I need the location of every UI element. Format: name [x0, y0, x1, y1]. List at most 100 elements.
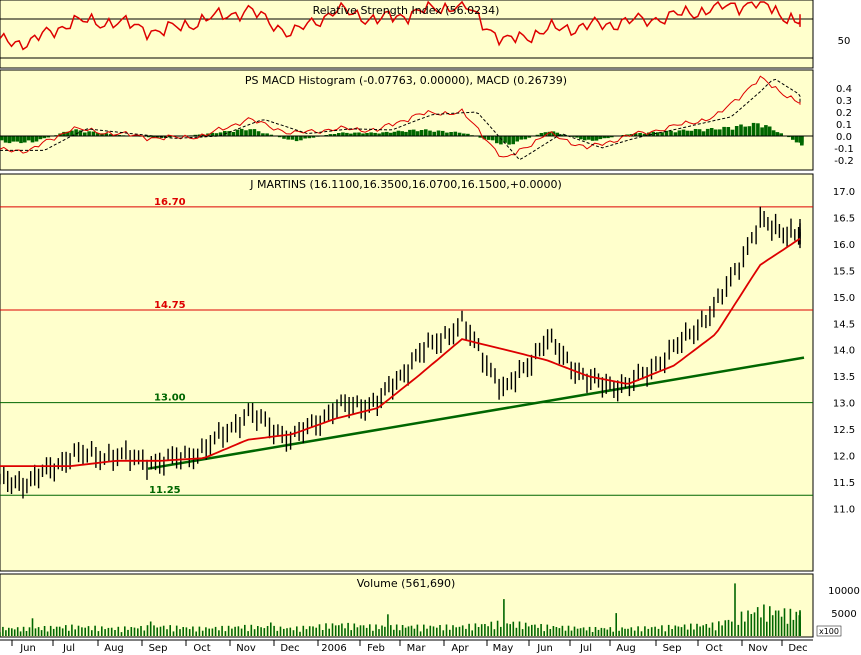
macd-bar	[718, 129, 722, 136]
macd-bar	[598, 136, 603, 140]
macd-bar	[681, 129, 686, 136]
macd-bar	[19, 136, 23, 144]
macd-tick-label: -0.1	[834, 144, 854, 155]
macd-bar	[709, 128, 714, 136]
macd-bar	[478, 136, 483, 138]
macd-bar	[775, 132, 780, 136]
macd-bar	[62, 131, 66, 136]
macd-bar	[677, 130, 682, 136]
macd-title: PS MACD Histogram (-0.07763, 0.00000), M…	[245, 74, 567, 87]
macd-bar	[594, 136, 599, 141]
month-label-11: May	[493, 643, 514, 654]
month-label-10: Apr	[451, 643, 469, 654]
macd-bar	[655, 132, 660, 136]
month-label-7: 2006	[321, 643, 346, 654]
price-tick-label: 12.0	[833, 452, 855, 463]
volume-unit: x100	[819, 627, 839, 636]
macd-bar	[482, 136, 487, 140]
macd-bar	[519, 136, 523, 140]
volume-unit-box	[816, 625, 842, 637]
price-tick-label: 14.0	[833, 346, 855, 357]
level-label-13.00: 13.00	[154, 393, 186, 404]
month-label-16: Oct	[705, 643, 722, 654]
volume-bars	[0, 583, 801, 636]
macd-bar	[197, 134, 202, 136]
macd-bar	[282, 136, 286, 139]
macd-bar	[499, 136, 503, 145]
macd-bar	[337, 133, 341, 136]
macd-bar	[432, 131, 436, 136]
macd-bar	[214, 133, 219, 136]
macd-tick-label: 0.4	[836, 84, 852, 95]
macd-bar	[436, 130, 441, 136]
macd-signal-line	[0, 78, 801, 161]
macd-bar	[345, 132, 349, 136]
macd-bar	[651, 131, 656, 136]
month-label-9: Mar	[407, 643, 427, 654]
macd-bar	[583, 136, 587, 141]
macd-bar	[70, 130, 74, 136]
macd-bar	[78, 130, 83, 136]
volume-panel: Volume (561,690) 10000 5000 x100	[0, 573, 860, 638]
macd-bar	[74, 129, 78, 136]
volume-tick-5000: 5000	[831, 609, 856, 620]
macd-bar	[235, 129, 240, 136]
volume-panel-frame	[0, 573, 814, 638]
macd-bar	[23, 136, 27, 143]
macd-bar	[307, 136, 312, 139]
macd-bar	[587, 136, 591, 140]
macd-bar	[385, 131, 389, 136]
month-label-6: Dec	[280, 643, 299, 654]
macd-bar	[638, 133, 642, 136]
macd-bar	[147, 136, 151, 138]
level-label-bg	[152, 300, 184, 309]
macd-bar	[457, 132, 462, 136]
macd-bar	[210, 132, 214, 136]
macd-bar	[369, 132, 373, 136]
macd-bar	[400, 131, 404, 136]
macd-tick-label: 0.1	[836, 120, 852, 131]
macd-bar	[610, 136, 614, 138]
macd-bar	[168, 136, 172, 138]
macd-bar	[193, 134, 198, 136]
month-label-14: Aug	[616, 643, 636, 654]
macd-bar	[424, 129, 428, 136]
macd-bar	[669, 130, 673, 136]
macd-bar	[633, 133, 638, 136]
macd-bar	[697, 129, 702, 136]
macd-bar	[303, 136, 307, 139]
macd-bar	[547, 131, 552, 136]
price-tick-label: 12.5	[833, 425, 855, 436]
macd-bar	[779, 133, 783, 136]
macd-bar	[800, 136, 804, 142]
macd-bar	[151, 136, 155, 138]
macd-bar	[713, 129, 718, 136]
macd-bar	[449, 132, 453, 136]
macd-bar	[311, 136, 316, 138]
macd-bar	[495, 136, 499, 144]
macd-bar	[201, 134, 206, 136]
price-tick-label: 14.5	[833, 319, 855, 330]
macd-bar	[664, 130, 669, 136]
rsi-panel: Relative Strength Index (56.0234) 50	[0, 0, 850, 69]
rsi-panel-frame	[0, 0, 814, 69]
macd-bar	[38, 136, 43, 140]
macd-bar	[415, 131, 420, 136]
macd-bar	[411, 129, 416, 136]
price-tick-label: 13.5	[833, 372, 855, 383]
macd-bar	[767, 126, 772, 136]
macd-bar	[381, 132, 385, 136]
macd-bar	[722, 126, 726, 136]
macd-bar	[685, 130, 690, 136]
macd-bar	[705, 128, 710, 136]
macd-bar	[726, 127, 731, 136]
month-label-18: Dec	[788, 643, 807, 654]
macd-bar	[3, 136, 8, 143]
macd-bar	[108, 134, 113, 136]
month-label-13: Jul	[579, 643, 592, 654]
macd-line	[0, 75, 801, 158]
macd-panel: PS MACD Histogram (-0.07763, 0.00000), M…	[0, 69, 854, 171]
price-panel: J MARTINS (16.1100,16.3500,16.0700,16.15…	[0, 173, 855, 572]
macd-bar	[507, 136, 511, 145]
